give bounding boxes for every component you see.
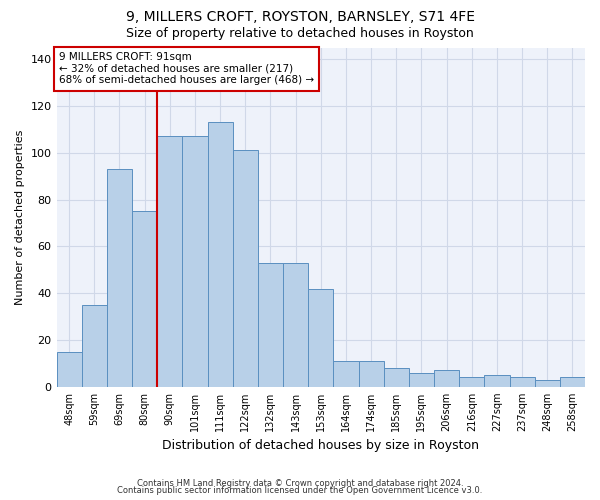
- Bar: [182, 136, 208, 387]
- Bar: [258, 263, 283, 387]
- Bar: [560, 378, 585, 387]
- Bar: [208, 122, 233, 387]
- Bar: [283, 263, 308, 387]
- Bar: [334, 361, 359, 387]
- Bar: [56, 352, 82, 387]
- Text: Contains public sector information licensed under the Open Government Licence v3: Contains public sector information licen…: [118, 486, 482, 495]
- Bar: [535, 380, 560, 387]
- Bar: [107, 169, 132, 387]
- Bar: [308, 288, 334, 387]
- Bar: [484, 375, 509, 387]
- Bar: [509, 378, 535, 387]
- Bar: [459, 378, 484, 387]
- Text: 9 MILLERS CROFT: 91sqm
← 32% of detached houses are smaller (217)
68% of semi-de: 9 MILLERS CROFT: 91sqm ← 32% of detached…: [59, 52, 314, 86]
- Text: 9, MILLERS CROFT, ROYSTON, BARNSLEY, S71 4FE: 9, MILLERS CROFT, ROYSTON, BARNSLEY, S71…: [125, 10, 475, 24]
- X-axis label: Distribution of detached houses by size in Royston: Distribution of detached houses by size …: [162, 440, 479, 452]
- Bar: [434, 370, 459, 387]
- Bar: [383, 368, 409, 387]
- Bar: [82, 305, 107, 387]
- Bar: [359, 361, 383, 387]
- Bar: [132, 212, 157, 387]
- Text: Size of property relative to detached houses in Royston: Size of property relative to detached ho…: [126, 28, 474, 40]
- Bar: [409, 373, 434, 387]
- Y-axis label: Number of detached properties: Number of detached properties: [15, 130, 25, 305]
- Bar: [157, 136, 182, 387]
- Bar: [233, 150, 258, 387]
- Text: Contains HM Land Registry data © Crown copyright and database right 2024.: Contains HM Land Registry data © Crown c…: [137, 478, 463, 488]
